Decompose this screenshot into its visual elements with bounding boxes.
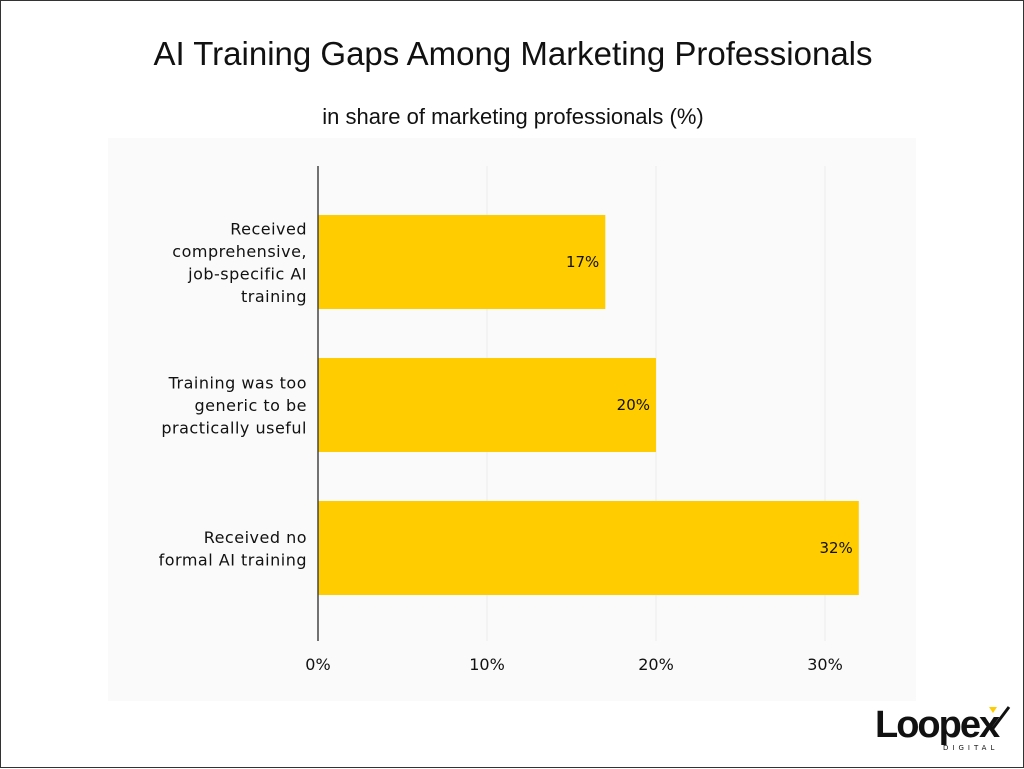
bar (318, 358, 656, 452)
svg-text:Loopex: Loopex (875, 704, 1000, 746)
category-label: training (241, 287, 307, 306)
category-label: job-specific AI (187, 264, 307, 283)
data-label: 20% (617, 396, 650, 414)
category-label: generic to be (194, 396, 307, 415)
svg-text:DIGITAL: DIGITAL (943, 744, 998, 752)
x-tick-label: 10% (469, 655, 505, 674)
bar (318, 501, 859, 595)
chart-title: AI Training Gaps Among Marketing Profess… (153, 35, 873, 72)
x-tick-label: 0% (305, 655, 330, 674)
category-label: Received (230, 219, 307, 238)
category-label: practically useful (161, 419, 307, 438)
category-label: formal AI training (159, 550, 307, 569)
x-tick-label: 30% (807, 655, 843, 674)
chart-subtitle: in share of marketing professionals (%) (322, 104, 704, 129)
category-label: Training was too (168, 374, 307, 393)
loopex-logo: Loopex DIGITAL (875, 704, 1011, 752)
category-label: comprehensive, (172, 242, 307, 261)
category-label: Received no (204, 528, 307, 547)
bar (318, 215, 606, 309)
x-tick-label: 20% (638, 655, 674, 674)
data-label: 32% (819, 539, 852, 557)
data-label: 17% (566, 253, 599, 271)
